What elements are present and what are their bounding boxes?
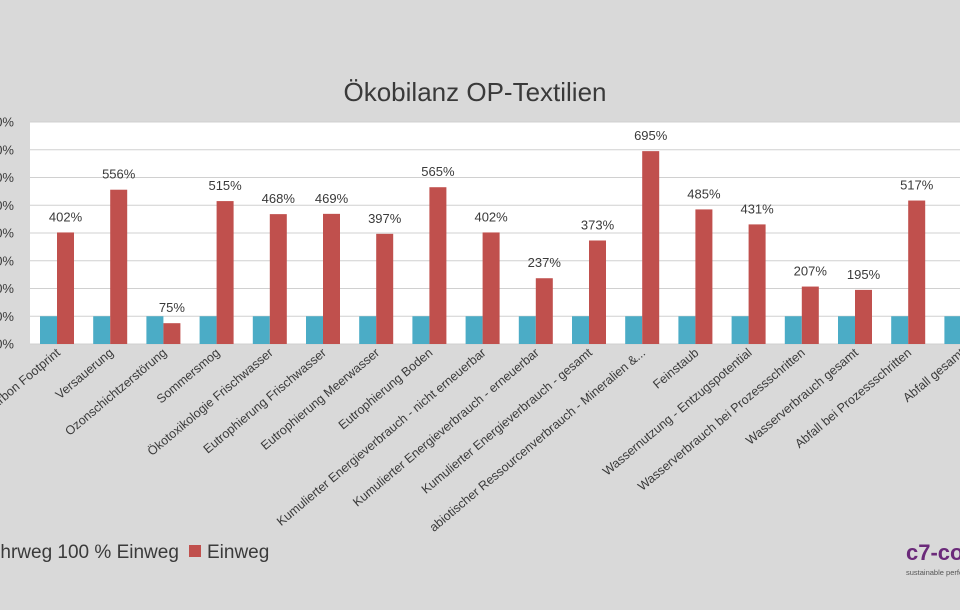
bar-mehrweg xyxy=(678,316,696,344)
bar-einweg xyxy=(855,289,872,344)
data-label: 431% xyxy=(740,201,774,216)
bar-mehrweg xyxy=(359,316,377,344)
data-label: 556% xyxy=(102,167,136,182)
bar-mehrweg xyxy=(465,316,483,344)
data-label: 468% xyxy=(262,191,296,206)
y-tick-label: 0% xyxy=(0,115,14,130)
y-tick-label: 0% xyxy=(0,253,14,268)
bar-mehrweg xyxy=(572,316,589,344)
bar-einweg xyxy=(589,240,606,344)
bar-einweg xyxy=(269,214,287,344)
logo: c7-con sustainable perfo xyxy=(906,540,960,577)
legend-label-einweg: Einweg xyxy=(207,542,269,563)
data-label: 373% xyxy=(581,217,615,232)
logo-tagline: sustainable perfo xyxy=(906,568,960,577)
logo-wordmark: c7-con xyxy=(906,540,960,565)
bar-einweg xyxy=(908,200,926,344)
bar-einweg xyxy=(323,213,340,344)
bar-mehrweg xyxy=(784,316,802,344)
bar-mehrweg xyxy=(838,316,855,344)
bar-mehrweg xyxy=(891,316,909,344)
bar-mehrweg xyxy=(40,316,57,344)
bar-einweg xyxy=(110,189,128,344)
gridlines xyxy=(30,121,960,345)
y-tick-label: 0% xyxy=(0,337,14,352)
legend-swatch-einweg xyxy=(189,545,201,557)
bar-mehrweg xyxy=(944,316,960,344)
bar-mehrweg xyxy=(93,316,111,344)
data-label: 469% xyxy=(315,191,349,206)
x-axis: Carbon FootprintVersauerungOzonschichtze… xyxy=(0,345,960,534)
x-tick-label: Ozonschichtzerstörung xyxy=(62,346,169,439)
data-label: 207% xyxy=(794,264,828,279)
y-tick-label: 0% xyxy=(0,170,14,185)
bar-mehrweg xyxy=(146,316,164,344)
y-tick-label: 0% xyxy=(0,142,14,157)
bar-mehrweg xyxy=(252,316,270,344)
x-tick-label: Eutrophierung Boden xyxy=(336,346,436,433)
bar-mehrweg xyxy=(518,316,536,344)
bar-einweg xyxy=(482,232,500,344)
data-label: 237% xyxy=(528,255,562,270)
bars xyxy=(40,151,960,344)
bar-mehrweg xyxy=(625,316,643,344)
chart-title: Ökobilanz OP-Textilien xyxy=(344,77,607,107)
data-label: 517% xyxy=(900,178,934,193)
bar-einweg xyxy=(535,278,553,344)
data-label: 695% xyxy=(634,128,668,143)
data-label: 75% xyxy=(159,300,185,315)
data-label: 565% xyxy=(421,164,455,179)
bar-einweg xyxy=(642,151,660,344)
bar-einweg xyxy=(376,233,394,344)
data-label: 402% xyxy=(49,209,83,224)
bar-einweg xyxy=(748,224,766,344)
bar-einweg xyxy=(163,323,181,344)
y-tick-label: 0% xyxy=(0,281,14,296)
x-tick-label: Carbon Footprint xyxy=(0,345,63,416)
data-label: 485% xyxy=(687,186,721,201)
y-tick-label: 0% xyxy=(0,309,14,324)
y-axis: 0% 0% 0% 0% 0% 0% 0% 0% 0% xyxy=(0,115,14,352)
x-tick-label: Kumulierter Energieverbrauch - erneuerba… xyxy=(350,346,542,510)
legend: Mehrweg 100 % Einweg Einweg xyxy=(0,542,269,563)
legend-label-mehrweg: Mehrweg 100 % Einweg xyxy=(0,542,179,563)
bar-mehrweg xyxy=(306,316,323,344)
y-tick-label: 0% xyxy=(0,226,14,241)
bar-mehrweg xyxy=(731,316,749,344)
y-tick-label: 0% xyxy=(0,198,14,213)
bar-einweg xyxy=(429,187,447,344)
data-label: 515% xyxy=(208,178,242,193)
data-label: 402% xyxy=(474,209,508,224)
data-labels: 402% 556% 75% 515% 468% 469% 397% 565% 402% 237% 3… xyxy=(49,128,934,315)
bar-einweg xyxy=(57,232,74,344)
data-label: 195% xyxy=(847,267,881,282)
bar-mehrweg xyxy=(412,316,430,344)
x-tick-label: Feinstaub xyxy=(650,346,701,392)
bar-einweg xyxy=(216,201,234,344)
data-label: 397% xyxy=(368,211,402,226)
bar-mehrweg xyxy=(199,316,217,344)
bar-einweg xyxy=(801,286,819,344)
bar-einweg xyxy=(695,209,713,344)
